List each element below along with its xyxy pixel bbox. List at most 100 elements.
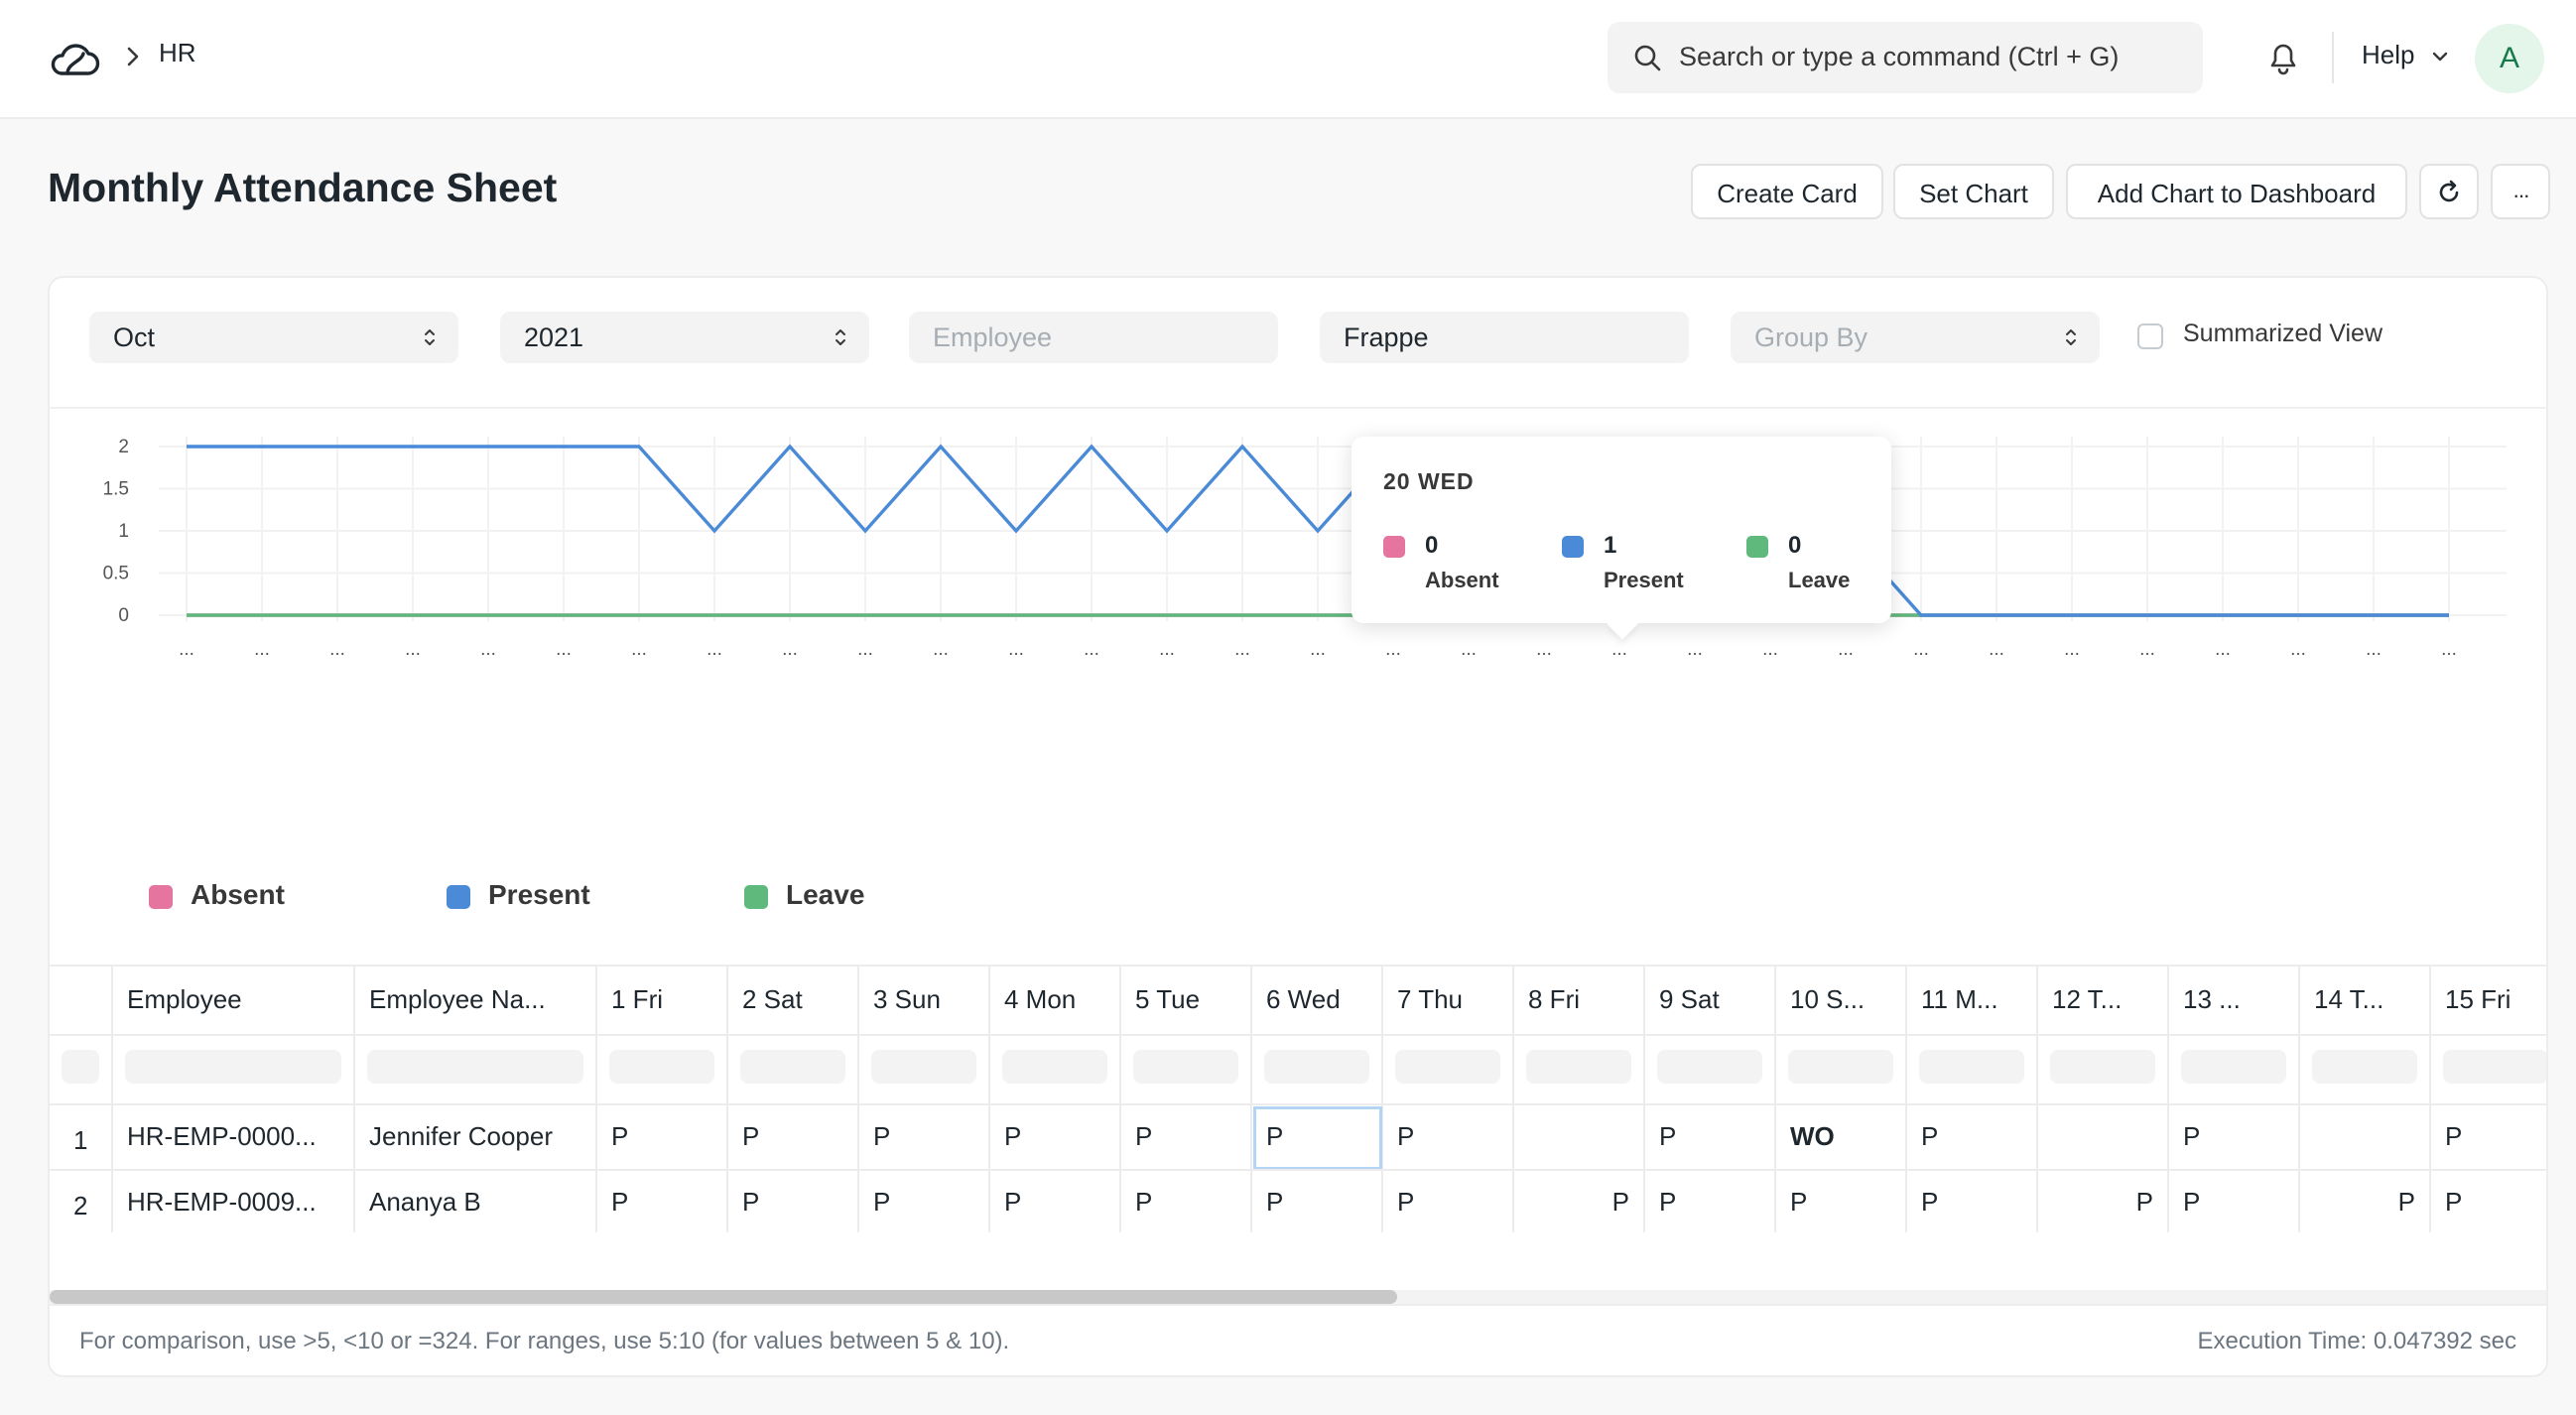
table-cell[interactable]: P	[1383, 1171, 1514, 1232]
table-cell[interactable]: P	[728, 1105, 859, 1171]
footer-divider	[50, 1304, 2546, 1306]
more-options-button[interactable]: ···	[2491, 164, 2550, 219]
table-cell[interactable]: P	[1383, 1105, 1514, 1171]
table-cell[interactable]: P	[2038, 1171, 2169, 1232]
cell-value: HR-EMP-0009...	[127, 1187, 317, 1217]
filter-pill[interactable]	[2312, 1050, 2417, 1084]
table-cell[interactable]: P	[1121, 1171, 1252, 1232]
filter-pill[interactable]	[2050, 1050, 2155, 1084]
legend-label-present: Present	[488, 879, 590, 910]
company-filter-input[interactable]: Frappe	[1320, 312, 1689, 363]
create-card-button[interactable]: Create Card	[1691, 164, 1883, 219]
search-input[interactable]: Search or type a command (Ctrl + G)	[1679, 42, 2120, 71]
column-filter-input[interactable]	[728, 1036, 859, 1105]
column-filter-input[interactable]	[113, 1036, 355, 1105]
filter-pill[interactable]	[2443, 1050, 2546, 1084]
group-by-select[interactable]: Group By	[1731, 312, 2100, 363]
column-filter-input[interactable]	[990, 1036, 1121, 1105]
table-cell[interactable]: P	[2169, 1105, 2300, 1171]
filter-pill[interactable]	[1002, 1050, 1107, 1084]
year-select[interactable]: 2021	[500, 312, 869, 363]
table-cell[interactable]: P	[597, 1171, 728, 1232]
y-tick-label: 0	[118, 605, 129, 626]
notification-bell-icon[interactable]	[2266, 40, 2300, 80]
table-cell[interactable]: P	[597, 1105, 728, 1171]
table-cell[interactable]	[1514, 1105, 1645, 1171]
user-avatar[interactable]: A	[2475, 24, 2544, 93]
filter-pill[interactable]	[125, 1050, 341, 1084]
table-cell[interactable]: P	[2431, 1105, 2546, 1171]
column-filter-input[interactable]	[1907, 1036, 2038, 1105]
column-filter-input[interactable]	[2038, 1036, 2169, 1105]
refresh-button[interactable]	[2419, 164, 2479, 219]
table-cell[interactable]: P	[1252, 1105, 1383, 1171]
table-cell[interactable]: HR-EMP-0000...	[113, 1105, 355, 1171]
column-filter-input[interactable]	[2431, 1036, 2546, 1105]
filter-pill[interactable]	[1657, 1050, 1762, 1084]
column-filter-input[interactable]	[2169, 1036, 2300, 1105]
filter-pill[interactable]	[1395, 1050, 1500, 1084]
filter-pill[interactable]	[1133, 1050, 1238, 1084]
filter-pill[interactable]	[871, 1050, 976, 1084]
column-filter-input[interactable]	[1514, 1036, 1645, 1105]
table-cell[interactable]: P	[1645, 1171, 1776, 1232]
x-tick-label: ...	[2366, 639, 2382, 660]
help-dropdown[interactable]: Help	[2362, 40, 2448, 70]
filter-pill[interactable]	[2181, 1050, 2286, 1084]
table-cell[interactable]: P	[859, 1171, 990, 1232]
row-number-label: 2	[73, 1191, 88, 1221]
table-cell[interactable]: P	[1776, 1171, 1907, 1232]
set-chart-button[interactable]: Set Chart	[1893, 164, 2054, 219]
search-bar[interactable]: Search or type a command (Ctrl + G)	[1608, 22, 2203, 93]
table-cell[interactable]: WO	[1776, 1105, 1907, 1171]
table-cell[interactable]: P	[2169, 1171, 2300, 1232]
table-cell[interactable]: P	[2431, 1171, 2546, 1232]
column-filter-input[interactable]	[1252, 1036, 1383, 1105]
add-chart-to-dashboard-button[interactable]: Add Chart to Dashboard	[2066, 164, 2407, 219]
column-filter-input[interactable]	[1121, 1036, 1252, 1105]
table-cell[interactable]	[2300, 1105, 2431, 1171]
table-cell[interactable]: Ananya B	[355, 1171, 597, 1232]
filter-pill[interactable]	[1919, 1050, 2024, 1084]
employee-placeholder: Employee	[933, 322, 1053, 352]
cloud-logo-icon[interactable]	[48, 36, 101, 81]
table-cell[interactable]: Jennifer Cooper	[355, 1105, 597, 1171]
table-cell[interactable]: P	[990, 1105, 1121, 1171]
column-filter-input[interactable]	[1776, 1036, 1907, 1105]
breadcrumb-hr[interactable]: HR	[159, 38, 196, 67]
table-cell[interactable]: P	[2300, 1171, 2431, 1232]
column-filter-input[interactable]	[1645, 1036, 1776, 1105]
column-filter-input[interactable]	[2300, 1036, 2431, 1105]
table-cell[interactable]: P	[1907, 1171, 2038, 1232]
month-select[interactable]: Oct	[89, 312, 458, 363]
horizontal-scrollbar-thumb[interactable]	[50, 1290, 1397, 1304]
table-cell[interactable]: P	[1121, 1105, 1252, 1171]
table-cell[interactable]: P	[1514, 1171, 1645, 1232]
table-cell[interactable]: HR-EMP-0009...	[113, 1171, 355, 1232]
column-filter-input[interactable]	[859, 1036, 990, 1105]
table-cell[interactable]: P	[728, 1171, 859, 1232]
execution-time-text: Execution Time: 0.047392 sec	[2197, 1328, 2516, 1354]
column-filter-input[interactable]	[597, 1036, 728, 1105]
filter-pill[interactable]	[1526, 1050, 1631, 1084]
filter-pill[interactable]	[1264, 1050, 1369, 1084]
summarized-view-label[interactable]: Summarized View	[2183, 320, 2383, 347]
table-cell[interactable]	[2038, 1105, 2169, 1171]
filter-pill[interactable]	[609, 1050, 714, 1084]
summarized-view-checkbox[interactable]	[2137, 323, 2163, 349]
column-filter-input[interactable]	[50, 1036, 113, 1105]
table-cell[interactable]: P	[1252, 1171, 1383, 1232]
table-cell[interactable]: P	[1645, 1105, 1776, 1171]
filter-pill[interactable]	[62, 1050, 99, 1084]
filter-pill[interactable]	[367, 1050, 583, 1084]
column-filter-input[interactable]	[355, 1036, 597, 1105]
column-filter-input[interactable]	[1383, 1036, 1514, 1105]
x-tick-label: ...	[1159, 639, 1175, 660]
table-cell[interactable]: P	[859, 1105, 990, 1171]
table-cell[interactable]: P	[990, 1171, 1121, 1232]
table-cell[interactable]: P	[1907, 1105, 2038, 1171]
filter-pill[interactable]	[740, 1050, 845, 1084]
filter-pill[interactable]	[1788, 1050, 1893, 1084]
employee-filter-input[interactable]: Employee	[909, 312, 1278, 363]
